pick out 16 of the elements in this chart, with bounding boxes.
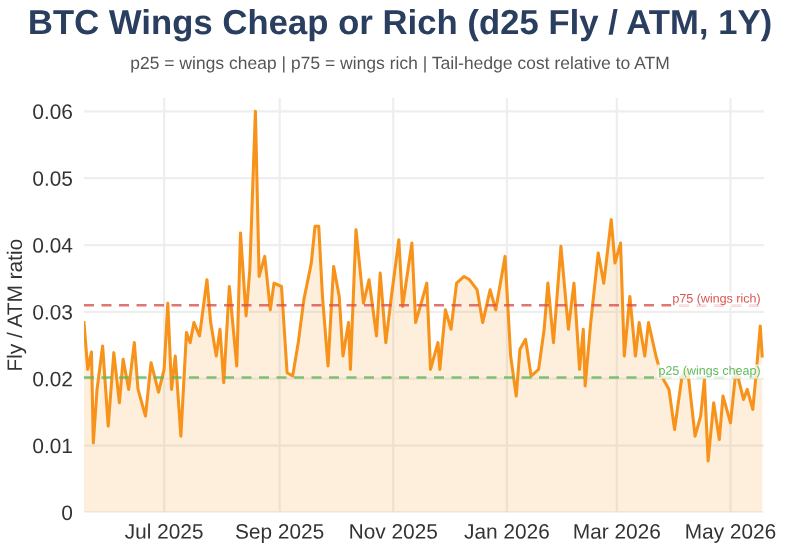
y-tick-label: 0.01 [33, 438, 72, 454]
chart-title: BTC Wings Cheap or Rich (d25 Fly / ATM, 1Y) [30, 8, 771, 42]
y-tick-label: 0 [62, 505, 73, 521]
x-tick-label: Jan 2026 [464, 524, 549, 539]
y-tick-label: 0.05 [33, 171, 73, 186]
chart-subtitle: p25 = wings cheap | p75 = wings rich | Tail-hedge cost relative to ATM [131, 56, 669, 73]
y-tick-label: 0.03 [33, 304, 72, 320]
y-tick-label: 0.04 [33, 238, 73, 253]
x-tick-label: Nov 2025 [350, 524, 437, 539]
y-tick-label: 0.06 [33, 104, 72, 120]
x-tick-label: Mar 2026 [574, 524, 660, 539]
x-tick-label: May 2026 [686, 524, 776, 543]
y-axis-title: Fly / ATM ratio [6, 239, 27, 370]
x-tick-label: Sep 2025 [235, 524, 324, 543]
x-tick-label: Jul 2025 [125, 523, 203, 539]
y-tick-label: 0.02 [33, 371, 72, 387]
